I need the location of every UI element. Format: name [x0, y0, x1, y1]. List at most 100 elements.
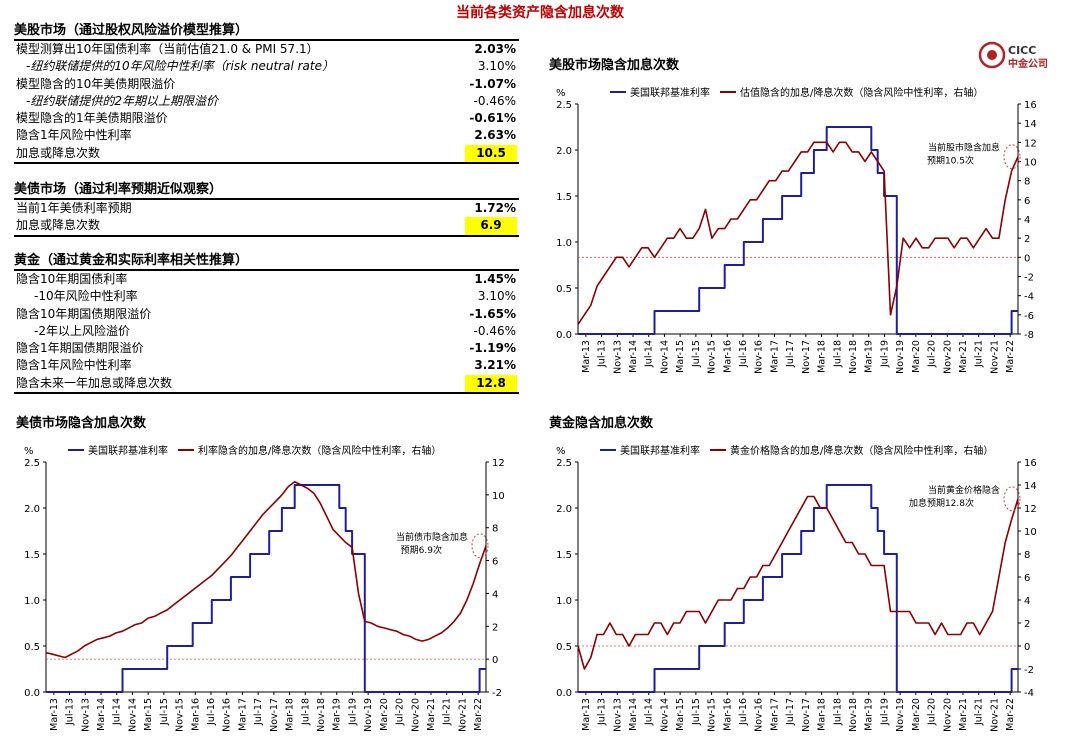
left-tick-label: 1.5 — [556, 550, 572, 561]
x-tick-label: Nov-17 — [269, 698, 280, 732]
x-tick-label: Jul-14 — [644, 698, 655, 726]
right-tick-label: -4 — [1024, 688, 1034, 699]
x-tick-label: Jul-16 — [738, 698, 749, 726]
x-tick-label: Nov-19 — [895, 698, 906, 732]
row-value: -1.07% — [469, 76, 516, 91]
row-value: 3.10% — [477, 59, 516, 74]
right-tick-label: 14 — [1024, 119, 1037, 130]
gold-table: 黄金（通过黄金和实际利率相关性推算） 隐含10年期国债利率 1.45% -10年风险… — [14, 252, 519, 395]
right-tick-label: 12 — [1024, 138, 1037, 149]
x-tick-label: Jul-19 — [879, 698, 890, 726]
y-unit-label: % — [24, 446, 34, 457]
row-label: -纽约联储提供的2年期以上期限溢价 — [26, 93, 218, 108]
chart-bond: % 0.0 0.5 1.0 1.5 2.0 2.5 -2 0 2 4 6 8 10 12 Mar-13 Jul-… — [24, 444, 505, 732]
right-tick-label: 6 — [492, 557, 498, 568]
right-tick-label: -6 — [1024, 311, 1034, 322]
legend-fed-label: 美国联邦基准利率 — [630, 86, 710, 99]
right-tick-label: 10 — [1024, 527, 1037, 538]
table-row: 隐含未来一年加息或降息次数 12.8 — [14, 374, 519, 395]
annotation-line1: 当前股市隐含加息 — [928, 142, 1000, 154]
x-tick-label: Jul-21 — [442, 698, 453, 726]
y-unit-label: % — [556, 446, 566, 457]
annotation-line1: 当前黄金价格隐含 — [928, 484, 1000, 496]
annotation-circle — [1003, 144, 1021, 170]
x-tick-label: Mar-14 — [96, 698, 107, 731]
legend-implied-label: 利率隐含的加息/降息次数（隐含风险中性利率，右轴） — [198, 444, 441, 457]
right-tick-label: 0 — [1024, 642, 1030, 653]
equity-table: 美股市场（通过股权风险溢价模型推算） 模型测算出10年国债利率（当前估值21.0… — [14, 22, 519, 165]
equity-table-title: 美股市场（通过股权风险溢价模型推算） — [14, 22, 519, 41]
left-tick-label: 2.0 — [556, 146, 572, 157]
table-row: 模型隐含的1年美债期限溢价 -0.61% — [14, 110, 519, 127]
x-tick-label: Jul-14 — [644, 340, 655, 368]
bond-table: 美债市场（通过利率预期近似观察） 当前1年美债利率预期 1.72% 加息或降息次数 6… — [14, 181, 519, 237]
left-tick-label: 0.5 — [556, 284, 572, 295]
row-value: 2.03% — [474, 42, 516, 56]
row-label: 隐含10年期国债期限溢价 — [16, 306, 152, 321]
x-tick-label: Nov-17 — [801, 698, 812, 732]
row-value: -0.61% — [469, 111, 516, 126]
x-tick-label: Jul-14 — [112, 698, 123, 726]
x-tick-label: Jul-20 — [927, 340, 938, 368]
x-tick-label: Nov-14 — [659, 340, 670, 374]
legend-implied-label: 估值隐含的加息/降息次数（隐含风险中性利率，右轴） — [740, 86, 983, 99]
x-tick-label: Nov-15 — [175, 698, 186, 732]
left-tick-label: 1.5 — [24, 550, 40, 561]
x-tick-label: Nov-18 — [316, 698, 327, 732]
x-tick-label: Nov-14 — [127, 698, 138, 732]
x-tick-label: Mar-19 — [332, 698, 343, 731]
right-tick-label: 0 — [1024, 253, 1030, 264]
left-tick-label: 1.0 — [556, 238, 572, 249]
right-tick-label: 12 — [1024, 504, 1037, 515]
right-tick-label: 0 — [492, 655, 498, 666]
x-tick-label: Nov-20 — [942, 340, 953, 374]
x-tick-label: Mar-19 — [864, 698, 875, 731]
x-tick-label: Mar-21 — [426, 698, 437, 731]
x-tick-label: Nov-13 — [612, 340, 623, 374]
x-tick-label: Nov-21 — [989, 340, 1000, 374]
x-tick-label: Jul-18 — [832, 698, 843, 726]
highlight-value: 6.9 — [465, 217, 517, 235]
x-tick-label: Nov-17 — [801, 340, 812, 374]
table-row: 隐含10年期国债期限溢价 -1.65% — [14, 306, 519, 323]
table-row: -2年以上风险溢价 -0.46% — [14, 323, 519, 340]
x-tick-label: Mar-20 — [379, 698, 390, 731]
right-tick-label: 16 — [1024, 100, 1037, 111]
x-tick-label: Mar-20 — [911, 340, 922, 373]
row-label: 模型隐含的1年美债期限溢价 — [16, 111, 168, 126]
row-label: 模型隐含的10年美债期限溢价 — [16, 76, 176, 91]
left-tick-label: 0.0 — [24, 688, 40, 699]
right-tick-label: 12 — [492, 458, 505, 469]
x-tick-label: Nov-20 — [942, 698, 953, 732]
right-tick-label: 2 — [1024, 619, 1030, 630]
row-value: 1.45% — [474, 272, 516, 286]
row-value: 1.72% — [474, 201, 516, 215]
x-tick-label: Nov-15 — [707, 340, 718, 374]
table-row: -纽约联储提供的2年期以上期限溢价 -0.46% — [14, 93, 519, 110]
x-tick-label: Jul-19 — [347, 698, 358, 726]
right-tick-label: 10 — [492, 491, 505, 502]
x-tick-label: Nov-19 — [363, 698, 374, 732]
page-title: 当前各类资产隐含加息次数 — [456, 5, 624, 21]
x-tick-label: Jul-21 — [974, 340, 985, 368]
x-tick-label: Mar-13 — [49, 698, 60, 731]
x-tick-label: Nov-14 — [659, 698, 670, 732]
x-tick-label: Jul-17 — [785, 698, 796, 726]
chart-gold: % 0.0 0.5 1.0 1.5 2.0 2.5 -4 -2 0 2 4 6 8 10 12 14 16 Mar-… — [556, 444, 1037, 732]
x-tick-label: Jul-15 — [691, 698, 702, 726]
table-row: 当前1年美债利率预期 1.72% — [14, 200, 519, 217]
x-tick-label: Nov-18 — [848, 698, 859, 732]
x-tick-label: Jul-20 — [395, 698, 406, 726]
x-tick-label: Jul-21 — [974, 698, 985, 726]
row-value: -0.46% — [473, 93, 516, 108]
x-tick-label: Jul-17 — [253, 698, 264, 726]
x-tick-label: Mar-22 — [473, 698, 484, 731]
x-tick-label: Mar-14 — [628, 340, 639, 373]
row-value: 3.10% — [477, 289, 516, 304]
row-label: 隐含1年风险中性利率 — [16, 358, 132, 373]
cicc-logo-icon — [978, 41, 1006, 69]
annotation-line1: 当前债市隐含加息 — [396, 531, 468, 543]
x-tick-label: Mar-16 — [722, 340, 733, 373]
x-tick-label: Mar-16 — [190, 698, 201, 731]
right-tick-label: -2 — [1024, 273, 1034, 284]
